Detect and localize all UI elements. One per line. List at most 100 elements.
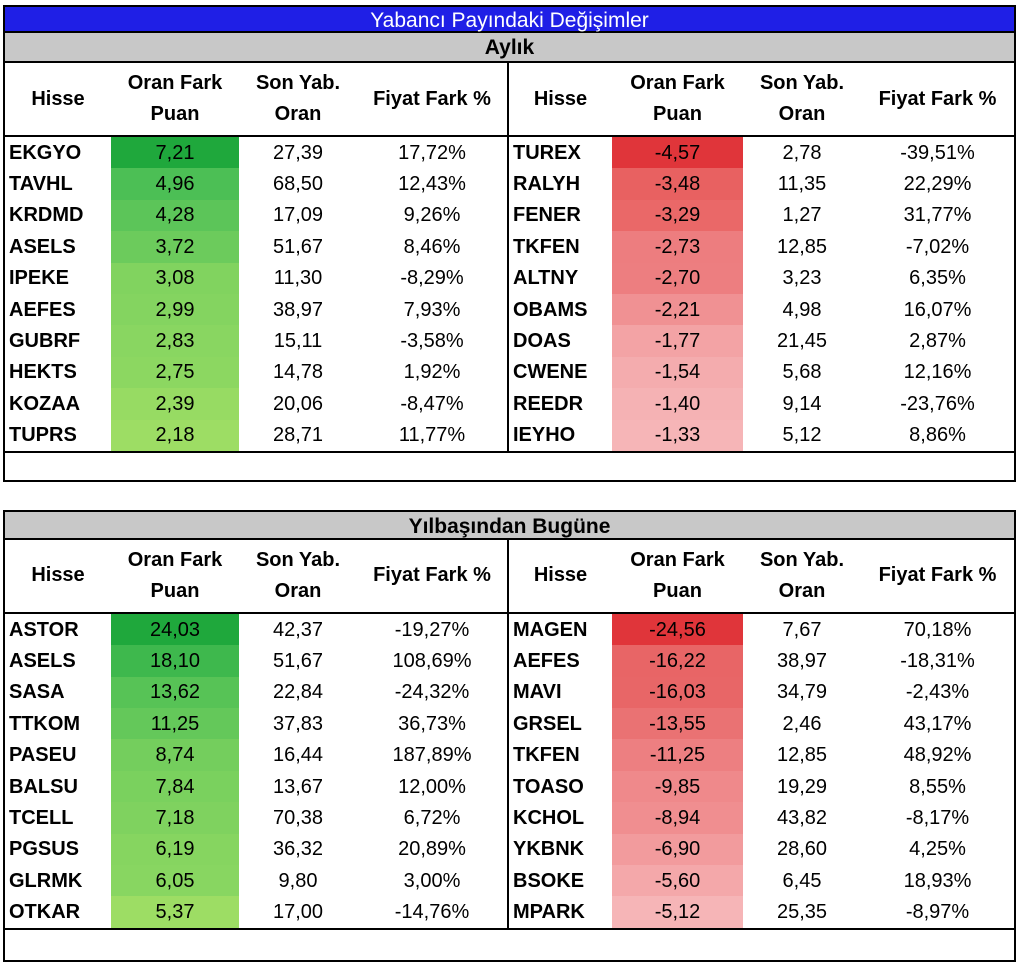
price-diff-cell: 1,92%	[403, 361, 461, 384]
blank-row	[3, 927, 1016, 962]
stock-ticker: ASELS	[9, 649, 76, 672]
last-foreign-ratio-cell: 38,97	[272, 298, 324, 321]
ratio-diff-cell: -2,73	[612, 231, 743, 263]
last-foreign-ratio-cell: 68,50	[272, 173, 324, 196]
last-foreign-ratio-cell: 12,85	[776, 744, 828, 767]
last-foreign-ratio-cell: 70,38	[272, 806, 324, 829]
table-row: ASTOR 24,03 42,37 -19,27% MAGEN -24,56 7,67 70,…	[5, 612, 1014, 646]
price-diff-cell: -3,58%	[400, 330, 464, 353]
ratio-diff-cell: 24,03	[111, 612, 239, 646]
ratio-diff-cell: -1,77	[612, 325, 743, 357]
col-header-price-diff: Fiyat Fark %	[357, 539, 508, 614]
stock-ticker: GLRMK	[9, 869, 83, 892]
last-foreign-ratio-cell: 11,30	[273, 267, 323, 290]
foreign-share-sheet: Yabancı Payındaki Değişimler Aylık Hisse…	[3, 5, 1016, 962]
last-foreign-ratio-cell: 5,68	[782, 361, 822, 384]
price-diff-cell: 36,73%	[398, 712, 466, 735]
ratio-diff-cell: 2,39	[111, 388, 239, 420]
ratio-diff-cell: 7,21	[111, 136, 239, 169]
stock-ticker: ASTOR	[9, 618, 79, 641]
stock-ticker: REEDR	[507, 388, 612, 420]
stock-ticker: IEYHO	[507, 419, 612, 451]
table-row: PGSUS 6,19 36,32 20,89% YKBNK -6,90 28,60 4,25%	[5, 833, 1014, 866]
ratio-diff-cell: 7,84	[111, 770, 239, 803]
stock-ticker: MAVI	[507, 676, 612, 709]
last-foreign-ratio-cell: 7,67	[782, 618, 822, 641]
price-diff-cell: -8,97%	[905, 901, 970, 924]
table-row: EKGYO 7,21 27,39 17,72% TUREX -4,57 2,78 -39,51…	[5, 136, 1014, 169]
last-foreign-ratio-cell: 14,78	[272, 361, 324, 384]
ratio-diff-cell: 18,10	[111, 645, 239, 677]
col-header-last-foreign: Son Yab. Oran	[743, 539, 861, 614]
stock-ticker: AEFES	[507, 645, 612, 677]
stock-ticker: OBAMS	[507, 293, 612, 326]
price-diff-cell: -24,32%	[394, 681, 470, 704]
price-diff-cell: 4,25%	[909, 838, 966, 861]
spacer	[3, 482, 1016, 510]
stock-ticker: TUREX	[507, 136, 612, 169]
stock-ticker: MAGEN	[507, 612, 612, 646]
blank-row	[3, 450, 1016, 482]
stock-ticker: KRDMD	[9, 204, 84, 227]
stock-ticker: IPEKE	[9, 267, 70, 290]
stock-ticker: TAVHL	[9, 173, 73, 196]
stock-ticker: SASA	[9, 681, 65, 704]
ratio-diff-cell: 8,74	[111, 739, 239, 771]
stock-ticker: KOZAA	[9, 392, 81, 415]
last-foreign-ratio-cell: 22,84	[272, 681, 324, 704]
ratio-diff-cell: -8,94	[612, 802, 743, 834]
sheet-title: Yabancı Payındaki Değişimler	[3, 5, 1016, 33]
stock-ticker: BALSU	[9, 775, 78, 798]
col-header-last-foreign: Son Yab. Oran	[239, 539, 357, 614]
ratio-diff-cell: -1,40	[612, 388, 743, 420]
col-header-stock: Hisse	[5, 63, 111, 137]
price-diff-cell: -7,02%	[905, 235, 970, 258]
last-foreign-ratio-cell: 37,83	[272, 712, 324, 735]
table-row: KOZAA 2,39 20,06 -8,47% REEDR -1,40 9,14 -23,76…	[5, 388, 1014, 420]
table-row: TCELL 7,18 70,38 6,72% KCHOL -8,94 43,82 -8,17%	[5, 802, 1014, 834]
price-diff-cell: 187,89%	[392, 744, 472, 767]
ratio-diff-cell: -16,22	[612, 645, 743, 677]
ratio-diff-cell: 2,99	[111, 293, 239, 326]
stock-ticker: ASELS	[9, 235, 76, 258]
col-header-last-foreign: Son Yab. Oran	[239, 63, 357, 137]
stock-ticker: MPARK	[507, 896, 612, 928]
section-title-ytd: Yılbaşından Bugüne	[3, 509, 1016, 540]
price-diff-cell: -8,17%	[905, 806, 970, 829]
price-diff-cell: 12,43%	[398, 173, 466, 196]
last-foreign-ratio-cell: 13,67	[272, 775, 324, 798]
price-diff-cell: 3,00%	[403, 869, 461, 892]
last-foreign-ratio-cell: 34,79	[776, 681, 828, 704]
ratio-diff-cell: 2,75	[111, 356, 239, 389]
table-row: BALSU 7,84 13,67 12,00% TOASO -9,85 19,29 8,55%	[5, 770, 1014, 803]
table-row: AEFES 2,99 38,97 7,93% OBAMS -2,21 4,98 16,07%	[5, 293, 1014, 326]
col-header-ratio-diff: Oran Fark Puan	[111, 539, 239, 614]
table-row: IPEKE 3,08 11,30 -8,29% ALTNY -2,70 3,23 6,35%	[5, 262, 1014, 294]
price-diff-cell: -8,29%	[400, 267, 464, 290]
table-row: OTKAR 5,37 17,00 -14,76% MPARK -5,12 25,35 -8,9…	[5, 896, 1014, 928]
last-foreign-ratio-cell: 4,98	[782, 298, 822, 321]
stock-ticker: DOAS	[507, 325, 612, 357]
stock-ticker: TCELL	[9, 806, 74, 829]
table-row: HEKTS 2,75 14,78 1,92% CWENE -1,54 5,68 12,16%	[5, 356, 1014, 389]
stock-ticker: TUPRS	[9, 424, 77, 447]
price-diff-cell: 108,69%	[392, 649, 472, 672]
stock-ticker: BSOKE	[507, 865, 612, 897]
last-foreign-ratio-cell: 17,09	[272, 204, 324, 227]
last-foreign-ratio-cell: 11,35	[777, 173, 827, 196]
stock-ticker: EKGYO	[9, 141, 82, 164]
ratio-diff-cell: 3,08	[111, 262, 239, 294]
stock-ticker: TOASO	[507, 770, 612, 803]
last-foreign-ratio-cell: 3,23	[782, 267, 822, 290]
ratio-diff-cell: -16,03	[612, 676, 743, 709]
price-diff-cell: 2,87%	[909, 330, 966, 353]
last-foreign-ratio-cell: 28,71	[272, 424, 324, 447]
price-diff-cell: -19,27%	[394, 618, 470, 641]
ytd-table: Hisse Oran Fark Puan Son Yab. Oran Fiyat F…	[5, 539, 1014, 928]
last-foreign-ratio-cell: 51,67	[272, 235, 324, 258]
ratio-diff-cell: -3,29	[612, 199, 743, 232]
price-diff-cell: 70,18%	[903, 618, 972, 641]
ratio-diff-cell: -3,48	[612, 168, 743, 200]
ratio-diff-cell: 11,25	[111, 708, 239, 740]
last-foreign-ratio-cell: 38,97	[776, 649, 828, 672]
